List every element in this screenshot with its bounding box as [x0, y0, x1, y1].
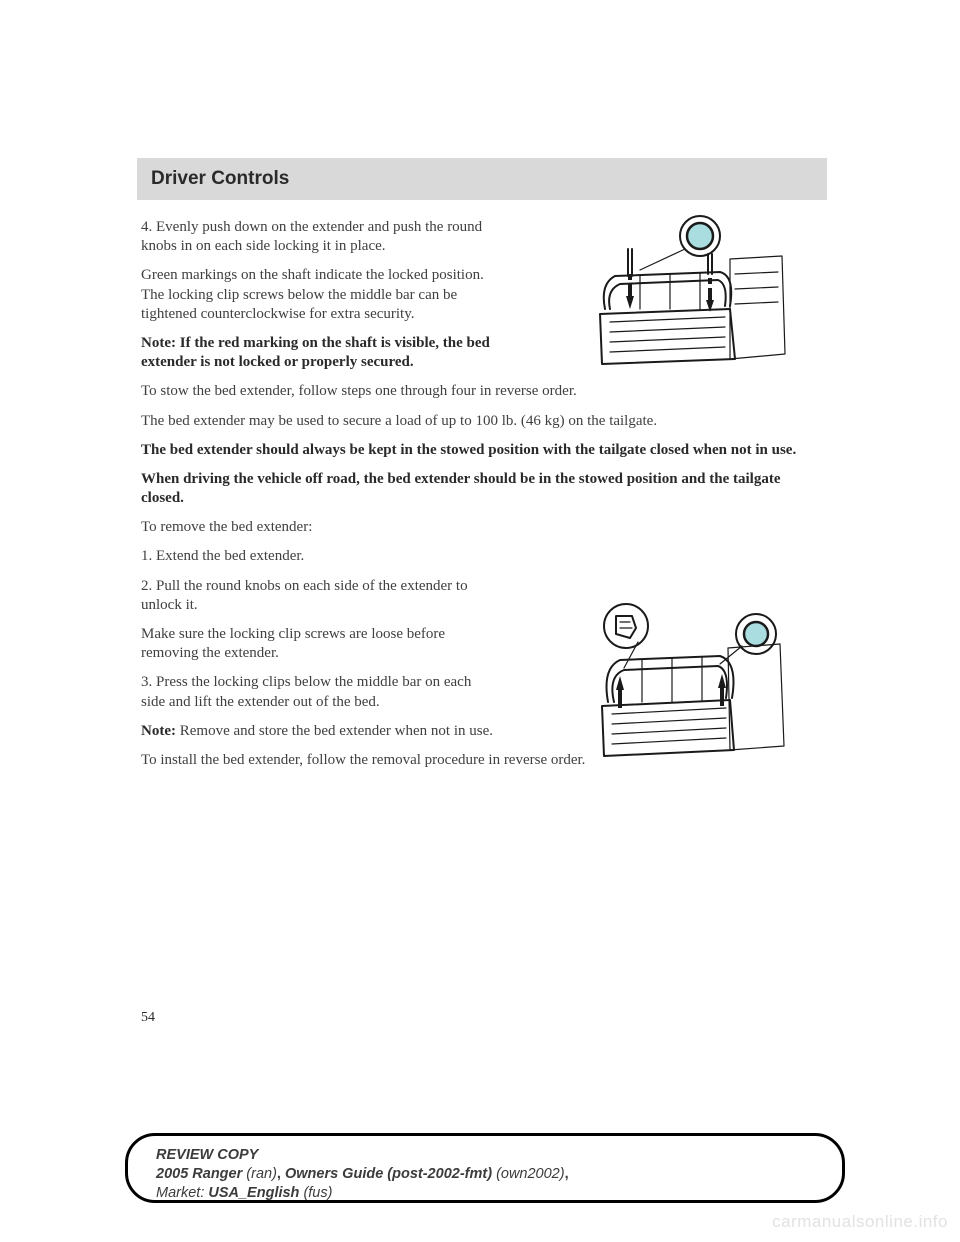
remove-intro: To remove the bed extender: [141, 518, 823, 537]
page-number: 54 [141, 1010, 155, 1026]
note-rest: Remove and store the bed extender when n… [176, 723, 493, 739]
footer-line-3: Market: USA_English (fus) [156, 1184, 814, 1203]
red-marking-note: Note: If the red marking on the shaft is… [141, 334, 496, 372]
footer-box: REVIEW COPY 2005 Ranger (ran), Owners Gu… [125, 1133, 845, 1203]
offroad-warning: When driving the vehicle off road, the b… [141, 470, 823, 508]
bed-extender-remove-diagram [580, 598, 790, 788]
locking-clip-check: Make sure the locking clip screws are lo… [141, 625, 496, 663]
load-limit: The bed extender may be used to secure a… [141, 412, 823, 431]
footer-line-2: 2005 Ranger (ran), Owners Guide (post-20… [156, 1165, 814, 1184]
bed-extender-lock-diagram [580, 214, 790, 404]
note-label: Note: [141, 723, 176, 739]
step-4: 4. Evenly push down on the extender and … [141, 218, 496, 256]
stowed-position-warning: The bed extender should always be kept i… [141, 441, 823, 460]
green-markings-note: Green markings on the shaft indicate the… [141, 266, 496, 324]
section-header: Driver Controls [137, 158, 827, 200]
remove-step-2: 2. Pull the round knobs on each side of … [141, 577, 496, 615]
watermark: carmanualsonline.info [772, 1212, 948, 1232]
footer-line-1: REVIEW COPY [156, 1146, 814, 1165]
remove-step-1: 1. Extend the bed extender. [141, 547, 496, 566]
remove-step-3: 3. Press the locking clips below the mid… [141, 673, 496, 711]
